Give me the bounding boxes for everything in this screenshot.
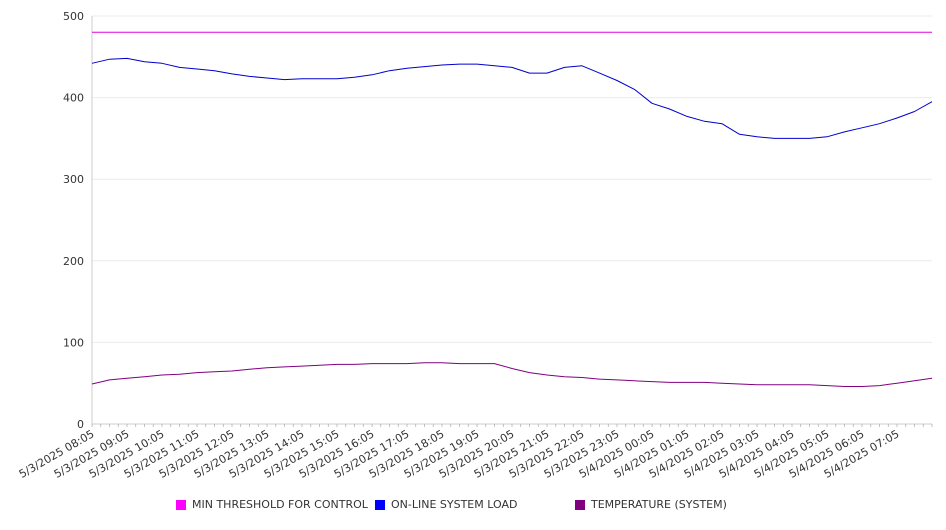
y-tick-label: 500 bbox=[63, 10, 84, 23]
legend-swatch-threshold bbox=[176, 499, 186, 510]
y-tick-labels: 0 100 200 300 400 500 bbox=[63, 10, 84, 431]
legend-label-temperature: TEMPERATURE (SYSTEM) bbox=[591, 498, 727, 511]
legend-item-threshold[interactable]: MIN THRESHOLD FOR CONTROL bbox=[176, 498, 368, 511]
legend-item-system-load[interactable]: ON-LINE SYSTEM LOAD bbox=[375, 498, 517, 511]
y-tick-label: 100 bbox=[63, 336, 84, 349]
y-tick-label: 200 bbox=[63, 255, 84, 268]
x-tick-labels: 5/3/2025 08:055/3/2025 09:055/3/2025 10:… bbox=[17, 427, 902, 481]
y-tick-label: 300 bbox=[63, 173, 84, 186]
series-line-1[interactable] bbox=[91, 57, 933, 139]
legend: MIN THRESHOLD FOR CONTROL ON-LINE SYSTEM… bbox=[0, 498, 946, 514]
legend-item-temperature[interactable]: TEMPERATURE (SYSTEM) bbox=[575, 498, 727, 511]
legend-swatch-system-load bbox=[375, 499, 385, 510]
legend-label-threshold: MIN THRESHOLD FOR CONTROL bbox=[192, 498, 368, 511]
y-tick-label: 0 bbox=[77, 418, 84, 431]
gridlines bbox=[92, 15, 932, 343]
series-line-2[interactable] bbox=[91, 362, 933, 387]
y-tick-label: 400 bbox=[63, 92, 84, 105]
series-lines bbox=[91, 31, 933, 387]
axes bbox=[91, 16, 933, 427]
legend-swatch-temperature bbox=[575, 499, 585, 510]
legend-label-system-load: ON-LINE SYSTEM LOAD bbox=[391, 498, 518, 511]
